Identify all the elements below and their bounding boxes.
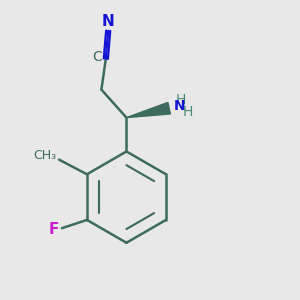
Text: H: H: [175, 93, 185, 107]
Text: F: F: [49, 222, 59, 237]
Text: N: N: [174, 99, 185, 113]
Text: N: N: [102, 14, 115, 29]
Text: H: H: [182, 105, 193, 119]
Text: CH₃: CH₃: [34, 149, 57, 162]
Polygon shape: [126, 102, 170, 118]
Text: C: C: [93, 50, 103, 64]
